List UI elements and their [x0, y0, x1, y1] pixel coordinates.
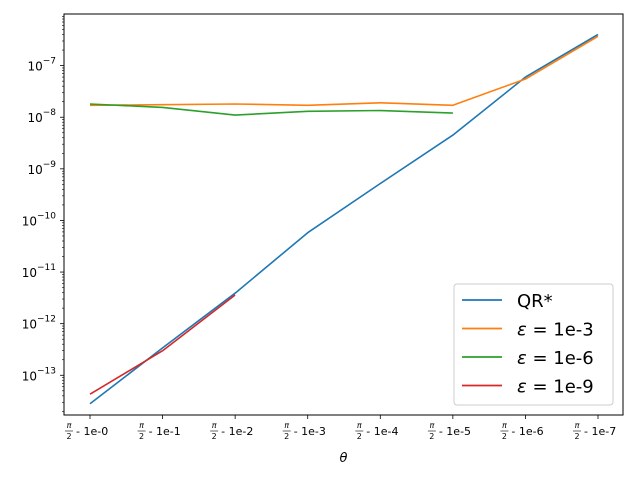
- y-tick-mantissa: 10: [22, 214, 37, 228]
- x-tick-pi: π: [284, 421, 289, 430]
- y-tick-label: 10−10: [22, 211, 57, 228]
- y-tick-exponent: −13: [37, 366, 56, 376]
- x-axis: π 2 - 1e-0 π 2 - 1e-1 π 2 - 1e-2 π 2 - 1e-3 π 2 -…: [65, 415, 616, 441]
- legend-label-symbol: ε: [517, 320, 532, 341]
- y-tick-mantissa: 10: [27, 163, 42, 177]
- x-tick-label: π 2 - 1e-4: [355, 421, 398, 441]
- x-tick-label: π 2 - 1e-6: [500, 421, 544, 441]
- series-line-1: [89, 35, 599, 107]
- x-tick-label: π 2 - 1e-0: [65, 421, 108, 441]
- y-tick-label: 10−12: [22, 315, 56, 332]
- y-tick-label: 10−9: [27, 160, 56, 177]
- y-tick-exponent: −9: [43, 160, 57, 170]
- y-tick-exponent: −11: [37, 263, 56, 273]
- x-tick-pi: π: [357, 421, 362, 430]
- legend-label: ε = 1e-9: [517, 377, 594, 398]
- x-tick-suffix: - 1e-6: [511, 425, 543, 438]
- y-tick-exponent: −10: [37, 211, 56, 221]
- x-tick-label: π 2 - 1e-5: [427, 421, 471, 441]
- x-tick-two: 2: [284, 432, 289, 441]
- y-tick-exponent: −7: [43, 57, 56, 67]
- x-tick-suffix: - 1e-7: [584, 425, 616, 438]
- x-tick-pi: π: [67, 421, 72, 430]
- legend-box: [453, 283, 614, 406]
- x-tick-pi: π: [502, 421, 507, 430]
- x-tick-label: π 2 - 1e-3: [282, 421, 326, 441]
- y-tick-mantissa: 10: [22, 369, 37, 383]
- legend-label-value: = 1e-3: [532, 320, 593, 341]
- x-tick-two: 2: [139, 432, 144, 441]
- x-tick-pi: π: [139, 421, 144, 430]
- x-tick-two: 2: [66, 432, 71, 441]
- y-tick-exponent: −12: [37, 315, 56, 325]
- x-tick-two: 2: [574, 432, 579, 441]
- series-layer: [89, 33, 599, 405]
- y-tick-label: 10−11: [22, 263, 56, 280]
- x-tick-suffix: - 1e-1: [149, 425, 181, 438]
- y-tick-label: 10−13: [22, 366, 56, 383]
- legend-label-symbol: ε: [517, 377, 532, 398]
- series-line-0: [89, 33, 599, 405]
- series-line-3: [89, 294, 236, 395]
- legend-label: ε = 1e-3: [517, 320, 594, 341]
- x-tick-two: 2: [357, 432, 362, 441]
- y-tick-label: 10−7: [27, 57, 56, 74]
- legend-label: ε = 1e-6: [517, 348, 594, 369]
- x-tick-suffix: - 1e-5: [439, 425, 471, 438]
- x-tick-label: π 2 - 1e-2: [210, 421, 253, 441]
- legend-label-symbol: ε: [517, 348, 532, 369]
- y-tick-mantissa: 10: [27, 111, 42, 125]
- x-tick-suffix: - 1e-3: [294, 425, 326, 438]
- x-tick-suffix: - 1e-4: [366, 425, 398, 438]
- x-tick-pi: π: [429, 421, 434, 430]
- x-tick-two: 2: [212, 432, 217, 441]
- x-tick-two: 2: [502, 432, 507, 441]
- x-tick-label: π 2 - 1e-1: [137, 421, 181, 441]
- x-tick-two: 2: [429, 432, 434, 441]
- x-tick-pi: π: [212, 421, 217, 430]
- x-tick-pi: π: [575, 421, 580, 430]
- x-axis-label: θ: [340, 451, 348, 466]
- plot-frame: [63, 13, 624, 416]
- legend: QR*ε = 1e-3ε = 1e-6ε = 1e-9: [453, 283, 614, 406]
- y-tick-mantissa: 10: [22, 318, 37, 332]
- legend-label: QR*: [517, 291, 553, 312]
- legend-label-value: = 1e-6: [532, 348, 593, 369]
- y-tick-exponent: −8: [43, 108, 57, 118]
- x-tick-suffix: - 1e-0: [76, 425, 108, 438]
- y-tick-label: 10−8: [27, 108, 56, 125]
- y-tick-mantissa: 10: [22, 266, 37, 280]
- series-line-2: [89, 103, 453, 116]
- x-tick-label: π 2 - 1e-7: [573, 421, 616, 441]
- x-tick-suffix: - 1e-2: [221, 425, 253, 438]
- legend-label-value: = 1e-9: [532, 377, 593, 398]
- y-tick-mantissa: 10: [27, 60, 42, 74]
